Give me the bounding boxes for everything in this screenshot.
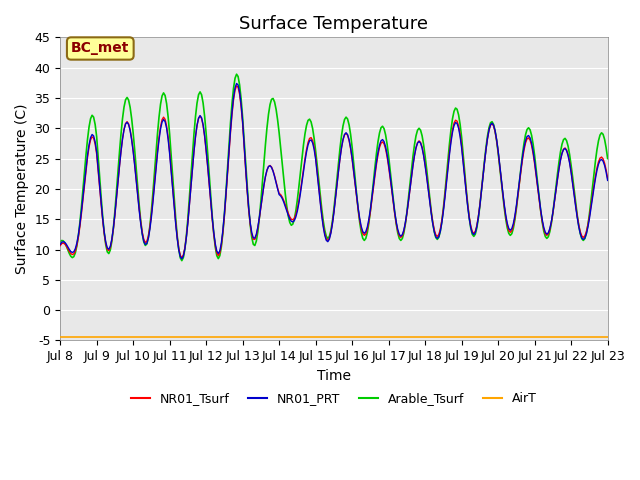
- Y-axis label: Surface Temperature (C): Surface Temperature (C): [15, 104, 29, 274]
- Text: BC_met: BC_met: [71, 41, 129, 56]
- Legend: NR01_Tsurf, NR01_PRT, Arable_Tsurf, AirT: NR01_Tsurf, NR01_PRT, Arable_Tsurf, AirT: [126, 387, 542, 410]
- X-axis label: Time: Time: [317, 369, 351, 383]
- Title: Surface Temperature: Surface Temperature: [239, 15, 428, 33]
